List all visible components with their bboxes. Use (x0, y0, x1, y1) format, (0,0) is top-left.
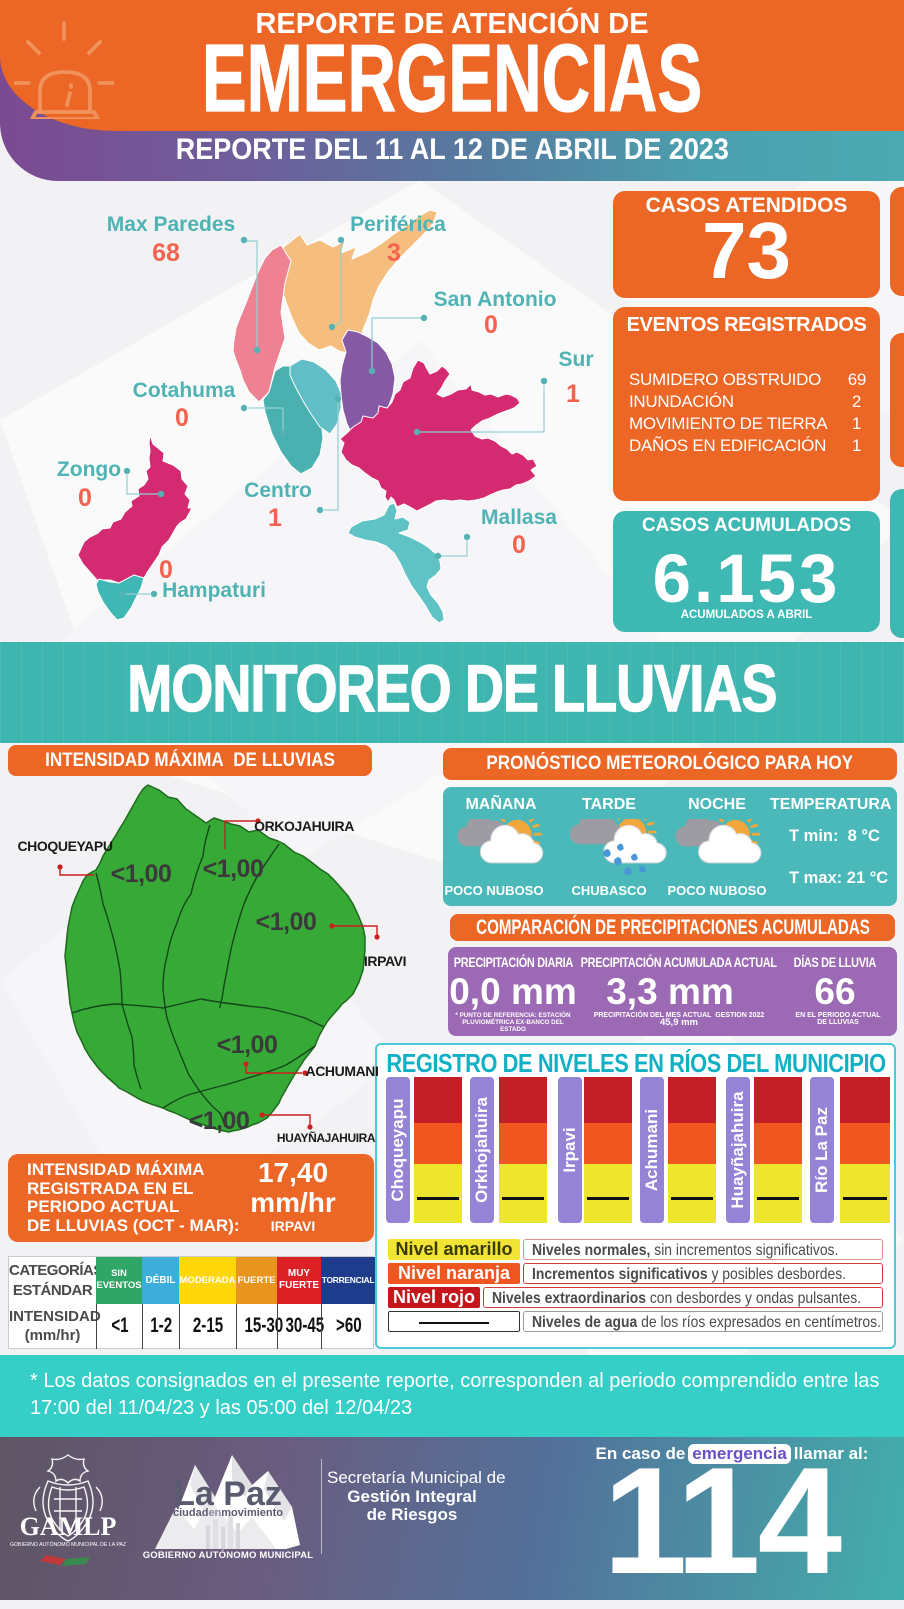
svg-text:GOBIERNO AUTÓNOMO MUNICIPAL: GOBIERNO AUTÓNOMO MUNICIPAL (143, 1549, 314, 1561)
svg-text:GOBIERNO AUTÓNOMO MUNICIPAL DE: GOBIERNO AUTÓNOMO MUNICIPAL DE LA PAZ (10, 1541, 126, 1548)
svg-text:ciudadenmovimiento: ciudadenmovimiento (173, 1507, 283, 1519)
svg-text:GAMLP: GAMLP (20, 1512, 117, 1541)
svg-text:La Paz: La Paz (174, 1475, 282, 1513)
